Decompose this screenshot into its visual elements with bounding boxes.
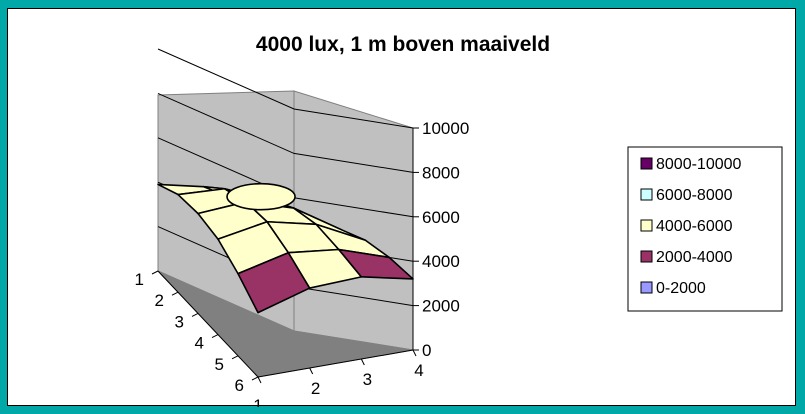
z-tick-label: 6000 — [422, 208, 460, 227]
y-tick-label: 6 — [235, 376, 244, 395]
x-tick-mark — [309, 367, 314, 375]
legend-label: 4000-6000 — [656, 218, 733, 235]
y-tick-mark — [211, 334, 219, 339]
legend-swatch — [640, 219, 653, 232]
y-tick-mark — [231, 355, 239, 360]
legend-label: 8000-10000 — [656, 156, 742, 173]
z-tick-label: 8000 — [422, 163, 460, 182]
gridline — [157, 92, 414, 173]
chart-area: 4000 lux, 1 m boven maaiveld 0 2000 4000 60… — [7, 8, 796, 407]
z-tick-label: 10000 — [422, 119, 469, 138]
y-tick-mark — [171, 291, 179, 296]
legend-label: 0-2000 — [656, 280, 706, 297]
legend-label: 6000-8000 — [656, 187, 733, 204]
legend-swatch — [640, 188, 653, 201]
legend-box — [627, 146, 783, 312]
x-tick-label: 1 — [253, 396, 262, 407]
legend-label: 2000-4000 — [656, 249, 733, 266]
y-tick-label: 1 — [135, 270, 144, 289]
z-tick-label: 0 — [422, 341, 431, 360]
y-tick-label: 2 — [155, 291, 164, 310]
surface-peak-band — [226, 182, 296, 211]
y-tick-mark — [151, 270, 159, 275]
y-tick-label: 5 — [215, 355, 224, 374]
y-axis-line — [157, 270, 259, 378]
z-tick-label: 4000 — [422, 252, 460, 271]
y-tick-mark — [191, 312, 199, 317]
x-tick-label: 3 — [363, 370, 372, 389]
z-tick-label: 2000 — [422, 297, 460, 316]
x-tick-label: 2 — [311, 379, 320, 398]
legend-swatch — [640, 250, 653, 263]
y-tick-label: 3 — [175, 312, 184, 331]
x-tick-mark — [412, 349, 417, 357]
surface — [157, 182, 414, 314]
chart-title: 4000 lux, 1 m boven maaiveld — [256, 33, 550, 56]
legend-swatch — [640, 157, 653, 170]
x-tick-mark — [257, 376, 262, 384]
gridline — [157, 48, 414, 129]
legend: 8000-10000 6000-8000 4000-6000 2000-4000 0-2… — [627, 146, 783, 312]
x-axis-line — [257, 349, 414, 378]
y-tick-label: 4 — [195, 334, 204, 353]
surface-chart: 4000 lux, 1 m boven maaiveld 02000400060… — [135, 33, 783, 407]
y-tick-mark — [251, 376, 259, 381]
legend-swatch — [640, 281, 653, 294]
x-tick-label: 4 — [414, 361, 423, 380]
x-tick-mark — [360, 358, 365, 366]
